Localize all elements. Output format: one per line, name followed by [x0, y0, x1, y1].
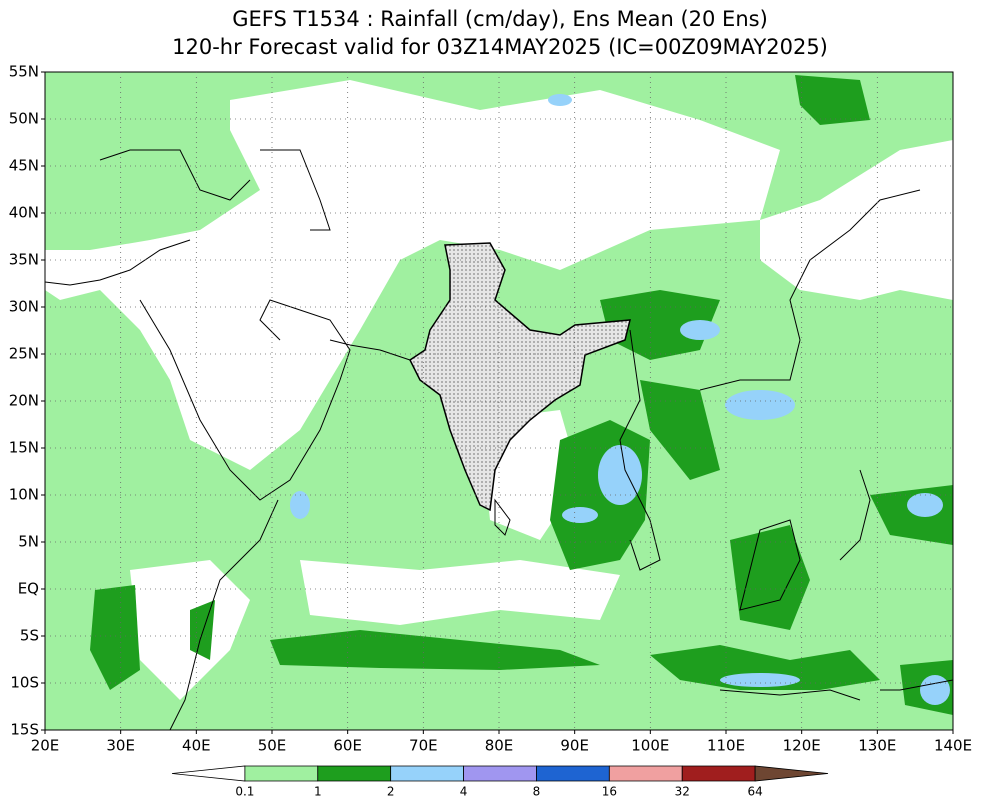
- lat-label: EQ: [18, 580, 39, 598]
- lon-label: 40E: [182, 737, 211, 755]
- lon-label: 130E: [858, 737, 896, 755]
- colorbar-label: 2: [387, 785, 395, 799]
- lat-label: 40N: [9, 204, 39, 222]
- lat-label: 50N: [9, 110, 39, 128]
- colorbar-label: 0.1: [235, 785, 254, 799]
- colorbar-label: 8: [533, 785, 541, 799]
- colorbar-segment: [536, 765, 610, 782]
- lon-label: 90E: [560, 737, 589, 755]
- colorbar-segment: [317, 765, 392, 782]
- colorbar: 0.1 1 2 4 8 16 32 64: [171, 765, 829, 799]
- lon-label: 110E: [707, 737, 745, 755]
- lat-label: 5S: [20, 627, 39, 645]
- lon-label: 80E: [485, 737, 514, 755]
- lat-label: 20N: [9, 392, 39, 410]
- lat-label: 35N: [9, 251, 39, 269]
- dry-area: [760, 140, 953, 300]
- lat-label: 25N: [9, 345, 39, 363]
- lat-label: 10N: [9, 486, 39, 504]
- coastline: [45, 149, 953, 730]
- colorbar-label: 64: [747, 785, 762, 799]
- lon-label: 120E: [783, 737, 821, 755]
- lon-label: 50E: [258, 737, 287, 755]
- colorbar-label: 1: [314, 785, 322, 799]
- title: GEFS T1534 : Rainfall (cm/day), Ens Mean…: [232, 7, 768, 31]
- lon-label: 70E: [409, 737, 438, 755]
- axes: 55N 50N 45N 40N 35N 30N 25N 20N 15N 10N 5N EQ 5S 10S 1…: [9, 63, 972, 755]
- lat-label: 10S: [10, 674, 39, 692]
- india: [409, 242, 631, 512]
- subtitle: 120-hr Forecast valid for 03Z14MAY2025 (…: [172, 35, 828, 59]
- lat-label: 45N: [9, 157, 39, 175]
- colorbar-label: 32: [675, 785, 690, 799]
- lon-label: 140E: [934, 737, 972, 755]
- colorbar-segment: [244, 765, 319, 782]
- colorbar-segment: [463, 765, 537, 782]
- lat-label: 30N: [9, 298, 39, 316]
- very-heavy-rain: [290, 94, 950, 705]
- colorbar-segment: [608, 765, 683, 782]
- lat-label: 55N: [9, 63, 39, 81]
- lat-label: 15S: [10, 721, 39, 739]
- map: [45, 72, 953, 730]
- colorbar-segment: [754, 765, 829, 782]
- lon-label: 30E: [106, 737, 135, 755]
- colorbar-segment: [681, 765, 756, 782]
- lon-label: 60E: [333, 737, 362, 755]
- colorbar-segment: [171, 765, 246, 782]
- lat-label: 5N: [18, 533, 39, 551]
- colorbar-segment: [390, 765, 464, 782]
- lon-label: 20E: [31, 737, 60, 755]
- dry-area: [300, 560, 620, 625]
- colorbar-label: 16: [602, 785, 617, 799]
- lon-label: 100E: [631, 737, 669, 755]
- dry-area: [45, 80, 780, 470]
- lat-label: 15N: [9, 439, 39, 457]
- colorbar-label: 4: [460, 785, 468, 799]
